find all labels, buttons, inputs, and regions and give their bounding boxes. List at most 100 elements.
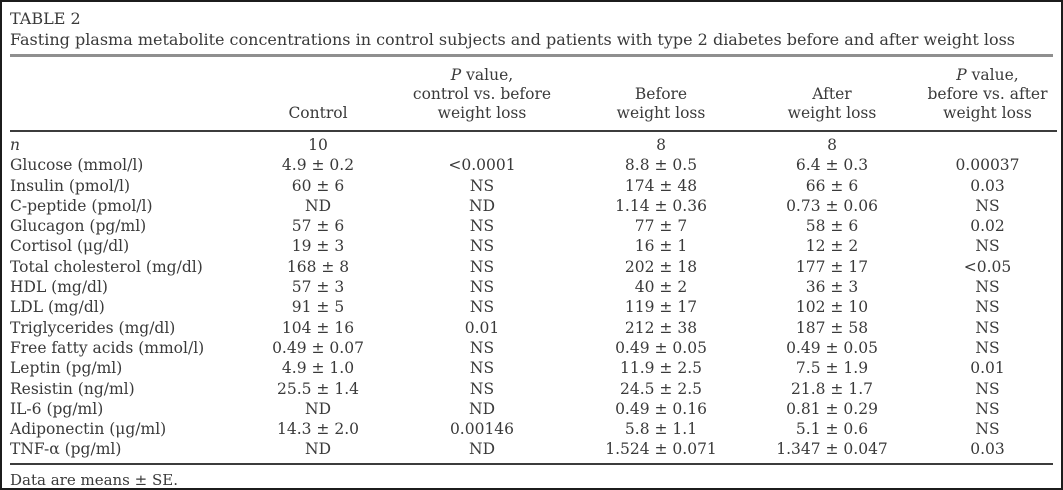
- cell-before-weight-loss: 77 ± 7: [634, 217, 688, 236]
- cell-before-weight-loss: 40 ± 2: [634, 278, 688, 297]
- column-header-line: control vs. before: [412, 85, 552, 103]
- cell-control: 10: [308, 136, 328, 154]
- cell-control: 14.3 ± 2.0: [276, 420, 359, 439]
- cell-control: 0.49 ± 0.07: [272, 338, 364, 357]
- cell-before-weight-loss: 212 ± 38: [624, 318, 698, 337]
- row-label: LDL (mg/dl): [10, 298, 105, 317]
- cell-before-weight-loss: 0.49 ± 0.05: [615, 338, 707, 357]
- cell-p-before-vs-after: 0.03: [970, 176, 1005, 195]
- cell-p-control-vs-before: ND: [469, 399, 495, 418]
- cell-before-weight-loss: 1.524 ± 0.071: [605, 440, 717, 459]
- cell-control: 57 ± 6: [291, 217, 345, 236]
- cell-control: ND: [305, 440, 331, 459]
- table-row: Total cholesterol (mg/dl) 168 ± 8 NS 202 ± …: [10, 257, 1057, 277]
- cell-after-weight-loss: 1.347 ± 0.047: [776, 440, 888, 459]
- cell-control: ND: [305, 399, 331, 418]
- caption-rule: [10, 54, 1053, 57]
- row-label: Leptin (pg/ml): [10, 359, 123, 378]
- cell-p-control-vs-before: ND: [469, 196, 495, 215]
- column-header-p-control-vs-before: P value, control vs. before weight loss: [388, 57, 576, 132]
- table-row: Cortisol (μg/dl) 19 ± 3 NS 16 ± 1 12 ± 2 NS: [10, 236, 1057, 256]
- cell-p-before-vs-after: [918, 131, 1057, 155]
- cell-before-weight-loss: 11.9 ± 2.5: [619, 359, 702, 378]
- footnote-rule: [10, 462, 1053, 465]
- cell-p-before-vs-after: 0.01: [970, 359, 1005, 378]
- cell-before-weight-loss: 174 ± 48: [624, 176, 698, 195]
- cell-before-weight-loss: 1.14 ± 0.36: [615, 196, 707, 215]
- table-row: Adiponectin (μg/ml) 14.3 ± 2.0 0.00146 5.8 …: [10, 419, 1057, 439]
- cell-control: 57 ± 3: [291, 278, 345, 297]
- row-label: Resistin (ng/ml): [10, 379, 135, 398]
- cell-p-before-vs-after: <0.05: [963, 257, 1012, 276]
- cell-p-control-vs-before: NS: [469, 359, 495, 378]
- cell-control: 104 ± 16: [281, 318, 355, 337]
- cell-control: ND: [305, 196, 331, 215]
- cell-p-before-vs-after: NS: [975, 379, 1000, 398]
- cell-p-control-vs-before: NS: [469, 379, 495, 398]
- table-row: LDL (mg/dl) 91 ± 5 NS 119 ± 17 102 ± 10 NS: [10, 297, 1057, 317]
- row-label: TNF-α (pg/ml): [10, 440, 122, 459]
- column-header-line: weight loss: [943, 104, 1032, 122]
- cell-after-weight-loss: 177 ± 17: [795, 257, 869, 276]
- cell-p-control-vs-before: NS: [469, 237, 495, 256]
- cell-after-weight-loss: 66 ± 6: [805, 176, 859, 195]
- table-row: Glucagon (pg/ml) 57 ± 6 NS 77 ± 7 58 ± 6 0.02: [10, 216, 1057, 236]
- row-label: n: [10, 136, 20, 154]
- cell-before-weight-loss: 5.8 ± 1.1: [624, 420, 698, 439]
- cell-p-control-vs-before: NS: [469, 338, 495, 357]
- table-row: Glucose (mmol/l) 4.9 ± 0.2 <0.0001 8.8 ± 0.…: [10, 155, 1057, 175]
- cell-p-before-vs-after: NS: [975, 399, 1000, 418]
- cell-after-weight-loss: 6.4 ± 0.3: [795, 156, 869, 175]
- column-header-line: P value,: [956, 66, 1019, 84]
- cell-p-control-vs-before: 0.01: [464, 318, 500, 337]
- cell-p-before-vs-after: NS: [975, 237, 1000, 256]
- cell-p-control-vs-before: ND: [469, 440, 495, 459]
- cell-p-control-vs-before: NS: [469, 176, 495, 195]
- cell-after-weight-loss: 0.49 ± 0.05: [786, 338, 878, 357]
- column-header-line: Before: [634, 85, 688, 103]
- footnote: Data are means ± SE.: [10, 470, 178, 489]
- cell-control: 19 ± 3: [291, 237, 345, 256]
- cell-after-weight-loss: 36 ± 3: [805, 278, 859, 297]
- column-header-line: weight loss: [616, 104, 706, 122]
- cell-control: 91 ± 5: [291, 298, 345, 317]
- cell-control: 60 ± 6: [291, 176, 345, 195]
- cell-before-weight-loss: 16 ± 1: [634, 237, 688, 256]
- header-row: Control P value, control vs. before weight …: [10, 57, 1057, 132]
- table-row: HDL (mg/dl) 57 ± 3 NS 40 ± 2 36 ± 3 NS: [10, 277, 1057, 297]
- column-header-line: P value,: [450, 66, 514, 84]
- cell-after-weight-loss: 0.81 ± 0.29: [786, 399, 878, 418]
- cell-before-weight-loss: 24.5 ± 2.5: [619, 379, 702, 398]
- column-header-line: After: [812, 85, 852, 103]
- row-label: Insulin (pmol/l): [10, 176, 131, 195]
- cell-p-before-vs-after: NS: [975, 278, 1000, 297]
- cell-control: 4.9 ± 0.2: [281, 156, 355, 175]
- data-table: Control P value, control vs. before weight …: [10, 57, 1057, 460]
- row-label: Free fatty acids (mmol/l): [10, 338, 205, 357]
- cell-p-control-vs-before: NS: [469, 257, 495, 276]
- row-label: IL-6 (pg/ml): [10, 399, 104, 418]
- cell-after-weight-loss: 0.73 ± 0.06: [786, 196, 878, 215]
- column-header-parameter: [10, 57, 248, 132]
- row-label: Total cholesterol (mg/dl): [10, 257, 203, 276]
- cell-after-weight-loss: 21.8 ± 1.7: [790, 379, 873, 398]
- cell-after-weight-loss: 7.5 ± 1.9: [795, 359, 869, 378]
- cell-after-weight-loss: 102 ± 10: [795, 298, 869, 317]
- cell-before-weight-loss: 8: [656, 136, 666, 154]
- column-header-control: Control: [248, 57, 388, 132]
- cell-control: 4.9 ± 1.0: [281, 359, 355, 378]
- row-label: Triglycerides (mg/dl): [10, 318, 176, 337]
- column-header-line: before vs. after: [927, 85, 1048, 103]
- cell-p-before-vs-after: NS: [975, 298, 1000, 317]
- cell-after-weight-loss: 12 ± 2: [805, 237, 859, 256]
- cell-p-before-vs-after: 0.02: [970, 217, 1005, 236]
- table-row: C-peptide (pmol/l) ND ND 1.14 ± 0.36 0.73 ± …: [10, 196, 1057, 216]
- row-label: HDL (mg/dl): [10, 278, 108, 297]
- row-label: Glucagon (pg/ml): [10, 217, 147, 236]
- column-header-line: weight loss: [437, 104, 527, 122]
- cell-after-weight-loss: 8: [827, 136, 837, 154]
- column-header-line: Control: [288, 104, 348, 122]
- cell-before-weight-loss: 8.8 ± 0.5: [624, 156, 698, 175]
- cell-p-before-vs-after: 0.00037: [955, 156, 1020, 175]
